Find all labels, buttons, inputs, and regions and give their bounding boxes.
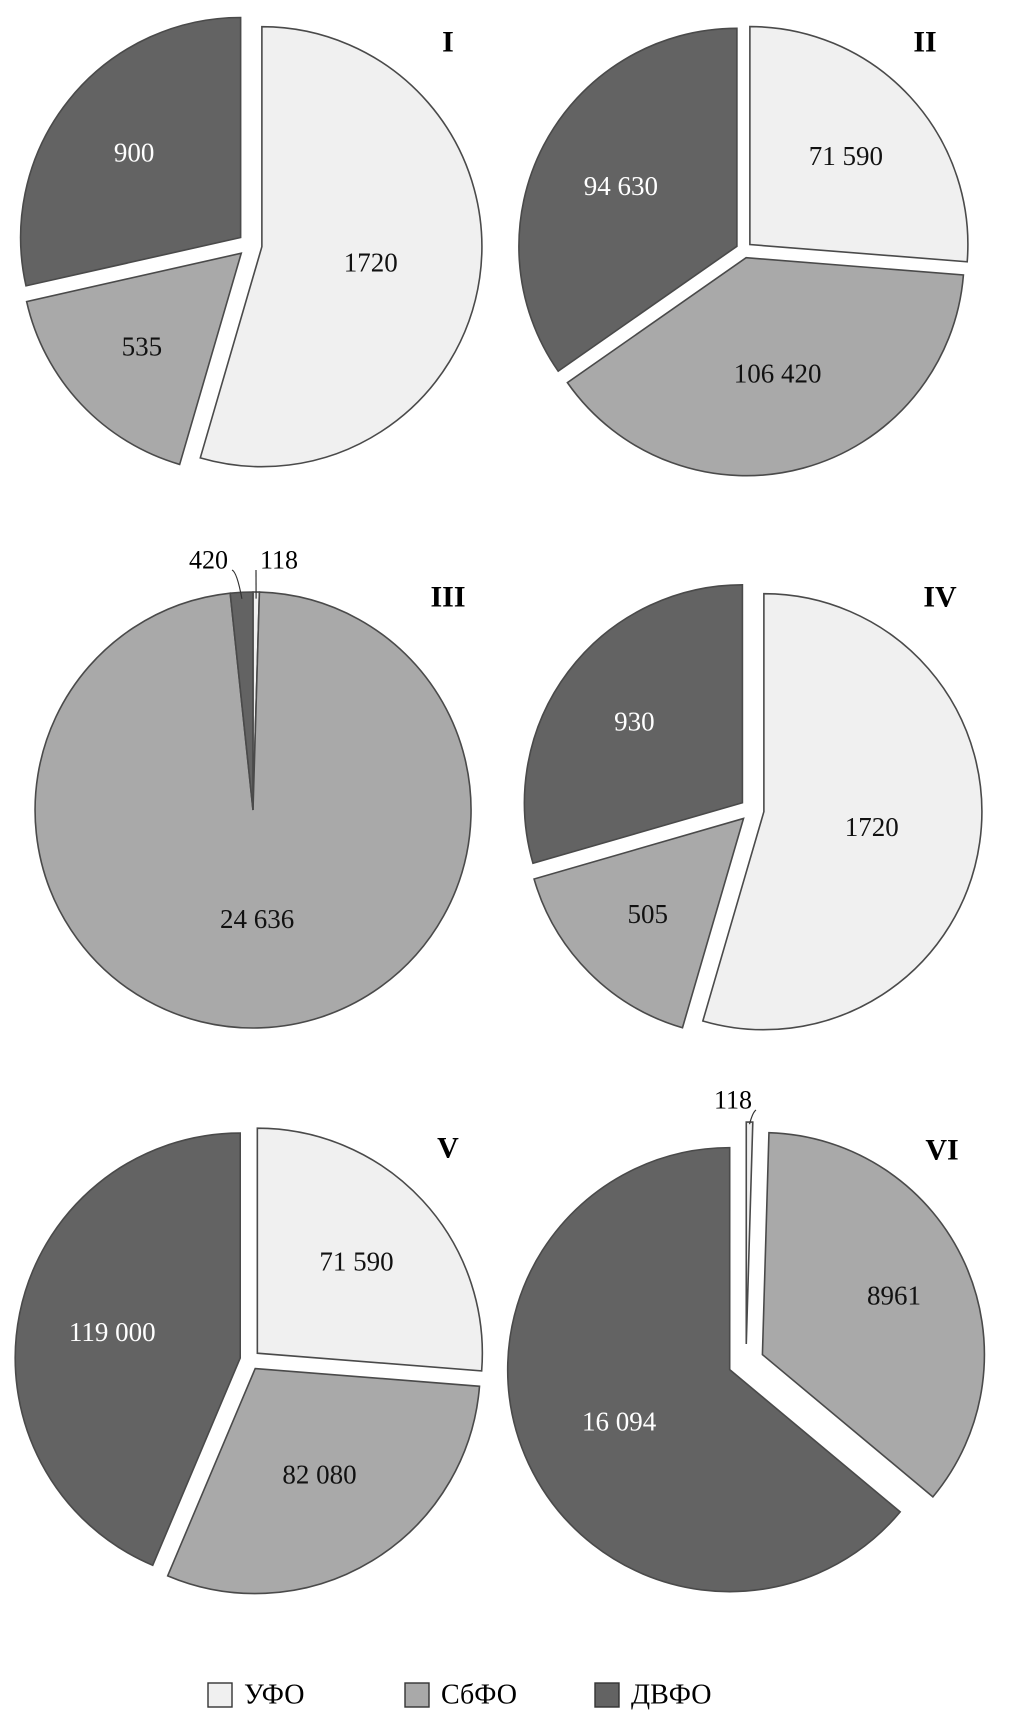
pie-slice-i-двфо	[19, 16, 242, 287]
pie-slice-v-двфо	[14, 1132, 242, 1567]
leader-line-vi-уфо	[748, 1109, 757, 1125]
pie-panel-v: 71 590 82 080 119 000 V	[14, 1127, 484, 1595]
data-label-vi-уфо: 118	[714, 1086, 752, 1115]
pie-slice-i-уфо	[199, 25, 483, 468]
pie-slice-iv-сбфо	[533, 817, 745, 1029]
pie-slice-i-сбфо	[25, 252, 243, 466]
data-label-ii-сбфо: 106 420	[734, 358, 822, 388]
data-label-i-двфо: 900	[114, 137, 155, 167]
data-label-v-уфо: 71 590	[319, 1247, 393, 1277]
data-label-iii-двфо: 420	[189, 546, 228, 575]
pie-panel-ii: 71 590 106 420 94 630 II	[518, 25, 969, 477]
data-label-ii-двфо: 94 630	[584, 171, 658, 201]
pie-slice-ii-сбфо	[566, 256, 965, 477]
leader-line-iii-двфо	[231, 569, 243, 599]
panel-title-v: V	[437, 1132, 459, 1165]
pie-slice-iii-двфо	[229, 591, 254, 811]
panel-title-ii: II	[913, 26, 936, 59]
legend-label-сбфо: СбФО	[441, 1680, 517, 1711]
pie-slice-vi-сбфо	[761, 1131, 986, 1498]
pie-slice-iv-уфо	[701, 592, 983, 1031]
panel-title-vi: VI	[925, 1134, 958, 1167]
data-label-iv-двфо: 930	[614, 707, 655, 737]
data-label-i-сбфо: 535	[122, 332, 163, 362]
data-label-i-уфо: 1720	[344, 247, 398, 277]
pie-slice-ii-двфо	[518, 27, 738, 373]
pie-slice-vi-уфо	[745, 1121, 754, 1345]
data-label-iii-уфо: 118	[260, 546, 298, 575]
legend-label-уфо: УФО	[244, 1680, 304, 1711]
pie-slice-v-уфо	[256, 1127, 484, 1372]
legend-item-двфо: ДВФО	[594, 1680, 711, 1711]
data-label-vi-двфо: 16 094	[582, 1406, 657, 1436]
data-label-v-сбфо: 82 080	[282, 1459, 356, 1489]
legend: УФО СбФО ДВФО	[207, 1680, 711, 1711]
data-label-iv-уфо: 1720	[845, 812, 899, 842]
pie-panel-vi: 118 8961 16 094 VI	[506, 1086, 986, 1593]
data-label-iii-сбфо: 24 636	[220, 904, 294, 934]
legend-label-двфо: ДВФО	[631, 1680, 711, 1711]
data-label-v-двфо: 119 000	[69, 1317, 156, 1347]
panel-title-i: I	[442, 26, 454, 59]
data-label-ii-уфо: 71 590	[809, 141, 883, 171]
legend-item-сбфо: СбФО	[404, 1680, 517, 1711]
pie-slice-ii-уфо	[749, 25, 969, 263]
panel-title-iv: IV	[923, 581, 957, 614]
data-label-iv-сбфо: 505	[628, 899, 669, 929]
pie-panel-iv: 1720 505 930 IV	[523, 581, 983, 1031]
legend-swatch-уфо	[207, 1682, 233, 1708]
pie-panel-i: 1720 535 900 I	[19, 16, 483, 468]
pie-slice-vi-двфо	[506, 1146, 902, 1593]
legend-swatch-сбфо	[404, 1682, 430, 1708]
pie-slice-iv-двфо	[523, 583, 744, 865]
legend-swatch-двфо	[594, 1682, 620, 1708]
legend-item-уфо: УФО	[207, 1680, 304, 1711]
data-label-vi-сбфо: 8961	[867, 1280, 921, 1310]
panel-title-iii: III	[430, 581, 465, 614]
pie-panels: 1720 535 900 I 71 590 106 420 94 630 II 118 24 63…	[14, 16, 986, 1595]
pie-slice-v-сбфо	[166, 1367, 481, 1595]
pie-panel-iii: 118 24 636 420 III	[34, 546, 472, 1029]
